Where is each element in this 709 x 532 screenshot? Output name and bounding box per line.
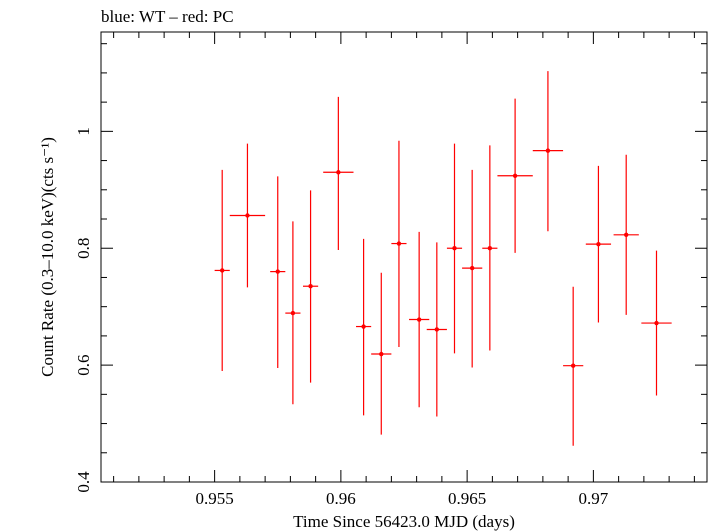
y-axis-label: Count Rate (0.3–10.0 keV)(cts s⁻¹) <box>38 137 57 377</box>
y-tick-label: 0.8 <box>74 238 93 259</box>
data-point <box>570 363 576 368</box>
data-point-group <box>285 221 301 405</box>
tick-labels: 0.955 0.96 0.965 0.97 0.4 0.6 0.8 1 <box>74 127 609 508</box>
data-point <box>416 317 422 322</box>
data-point <box>545 148 551 153</box>
data-point <box>220 268 225 273</box>
data-point <box>245 213 250 218</box>
y-tick-label: 0.6 <box>74 354 93 375</box>
y-tick-label: 0.4 <box>74 471 93 493</box>
data-point <box>290 310 296 316</box>
x-tick-label: 0.955 <box>196 489 234 508</box>
data-point <box>654 320 659 326</box>
data-point-group <box>426 242 447 417</box>
axis-ticks <box>101 32 707 483</box>
data-point-group <box>613 154 639 315</box>
data-point-group <box>497 98 533 253</box>
x-tick-label: 0.965 <box>448 489 486 508</box>
data-point <box>308 284 313 289</box>
y-tick-label: 1 <box>74 127 93 136</box>
x-axis-label: Time Since 56423.0 MJD (days) <box>293 512 515 531</box>
data-point <box>434 327 440 332</box>
data-point-group <box>532 71 564 232</box>
data-point-group <box>229 143 266 288</box>
data-point <box>396 241 402 246</box>
x-tick-label: 0.96 <box>326 489 356 508</box>
data-point <box>452 246 457 251</box>
data-point <box>275 269 280 274</box>
data-point <box>512 173 518 178</box>
data-point-group <box>462 169 483 368</box>
data-point <box>596 241 601 247</box>
data-point <box>487 246 493 251</box>
data-point-group <box>391 140 407 347</box>
data-marks <box>214 71 672 446</box>
data-point-group <box>303 190 319 383</box>
data-point <box>336 170 341 175</box>
data-point <box>361 324 366 329</box>
data-point-group <box>323 96 354 250</box>
data-point-group <box>585 165 612 323</box>
data-point-group <box>563 286 584 446</box>
x-tick-label: 0.97 <box>579 489 609 508</box>
plot-frame <box>100 31 708 483</box>
data-point <box>469 265 475 271</box>
data-point-group <box>371 272 392 435</box>
data-point-group <box>482 145 498 351</box>
data-point <box>624 232 629 237</box>
data-point-group <box>270 176 286 369</box>
data-point <box>379 351 384 357</box>
data-point-group <box>409 231 430 408</box>
data-point-group <box>641 250 672 396</box>
chart-title: blue: WT – red: PC <box>101 7 234 26</box>
data-point-group <box>214 169 230 371</box>
data-point-group <box>356 238 372 416</box>
data-point-group <box>446 143 463 354</box>
